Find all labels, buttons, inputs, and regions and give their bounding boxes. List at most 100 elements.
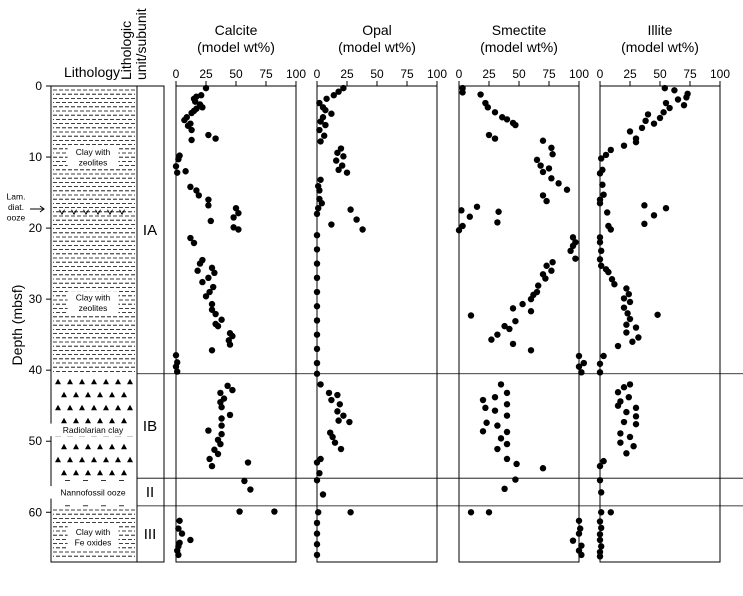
data-point: [224, 382, 231, 390]
data-point: [569, 234, 577, 241]
x-tick-label: 25: [199, 67, 213, 81]
data-point: [600, 191, 607, 198]
data-point: [596, 360, 604, 367]
data-point: [519, 300, 526, 308]
data-point: [654, 311, 661, 318]
lithology-triangle: [121, 417, 127, 424]
data-point: [172, 363, 180, 370]
data-point: [343, 169, 351, 176]
data-point: [666, 104, 673, 112]
data-point: [494, 331, 501, 338]
data-point: [459, 222, 466, 230]
data-point: [575, 530, 583, 537]
data-point: [626, 128, 634, 135]
data-point: [543, 197, 550, 205]
data-point: [229, 332, 236, 340]
data-point: [340, 84, 347, 92]
lithology-triangle: [115, 404, 121, 411]
y-tick-label: 20: [29, 221, 43, 235]
panel-title-line: (model wt%): [480, 39, 558, 55]
data-point: [549, 258, 556, 266]
data-point: [509, 340, 517, 348]
data-point: [226, 411, 234, 419]
lithology-pattern: [53, 89, 135, 557]
panel-opal: Opal (model wt%) 0 25 50 75 100: [313, 22, 447, 563]
data-point: [662, 99, 670, 107]
data-point: [175, 155, 182, 163]
data-point: [598, 247, 605, 255]
data-point: [236, 508, 243, 515]
lithology-label-line: diat.: [8, 202, 24, 212]
data-point: [503, 440, 511, 448]
data-point: [340, 153, 347, 160]
data-point: [650, 212, 658, 219]
y-axis: 0 10 20 30 40 50 60: [29, 79, 51, 519]
data-point: [626, 433, 634, 441]
data-point: [347, 509, 354, 516]
data-point: [625, 290, 632, 298]
data-point: [174, 169, 181, 176]
data-point: [650, 120, 658, 127]
data-point: [207, 217, 214, 225]
panel-title-line: Illite: [648, 22, 673, 38]
lithology-triangle: [121, 391, 127, 398]
y-tick-label: 50: [29, 434, 43, 448]
data-point: [315, 509, 322, 516]
data-point: [334, 149, 341, 156]
data-point: [188, 109, 195, 117]
lithology-triangle: [103, 378, 109, 385]
data-point: [630, 442, 637, 450]
x-tick-label: 0: [597, 67, 604, 81]
data-point: [316, 469, 323, 477]
unit-label: IB: [143, 418, 157, 435]
data-point: [202, 293, 210, 300]
data-point: [625, 393, 632, 401]
data-point: [321, 132, 328, 139]
data-point: [580, 359, 587, 367]
data-point: [188, 126, 195, 134]
data-point: [244, 459, 252, 466]
x-tick-label: 75: [259, 67, 273, 81]
lithology-label-line: Radiolarian clay: [63, 425, 124, 435]
data-point: [533, 156, 541, 164]
data-point: [495, 208, 502, 215]
data-point: [596, 239, 604, 246]
data-point: [477, 91, 484, 98]
data-point: [596, 170, 604, 177]
data-point: [322, 106, 329, 114]
data-point: [315, 204, 322, 212]
data-point: [313, 246, 321, 253]
data-point: [335, 417, 342, 424]
lithology-triangle: [91, 378, 97, 385]
y-tick-label: 0: [35, 79, 42, 93]
data-point: [548, 175, 555, 182]
lithology-label-backdrop: [67, 145, 119, 169]
lithology-triangle: [121, 469, 127, 476]
x-tick-label: 75: [542, 67, 556, 81]
lithology-triangle: [79, 378, 85, 385]
data-point: [491, 407, 499, 414]
lithology-triangle: [103, 404, 109, 411]
data-point: [575, 517, 583, 524]
unit-boundaries: [137, 373, 743, 507]
lithology-triangle: [55, 404, 61, 411]
data-point: [214, 450, 222, 458]
lithology-triangle: [115, 378, 121, 385]
data-point: [218, 316, 225, 323]
lithology-triangle: [109, 443, 115, 450]
data-point: [671, 87, 678, 94]
lithology-triangle: [67, 404, 73, 411]
data-point: [212, 310, 219, 318]
data-point: [501, 485, 508, 493]
lithology-triangle: [73, 391, 79, 398]
lithology-triangle: [85, 417, 91, 424]
data-point: [479, 396, 487, 404]
data-point: [599, 181, 606, 188]
data-point: [596, 536, 604, 544]
data-point: [208, 300, 216, 308]
data-point: [176, 517, 183, 524]
lithology-triangle: [97, 417, 103, 424]
lithology-v-mark: [71, 209, 77, 216]
